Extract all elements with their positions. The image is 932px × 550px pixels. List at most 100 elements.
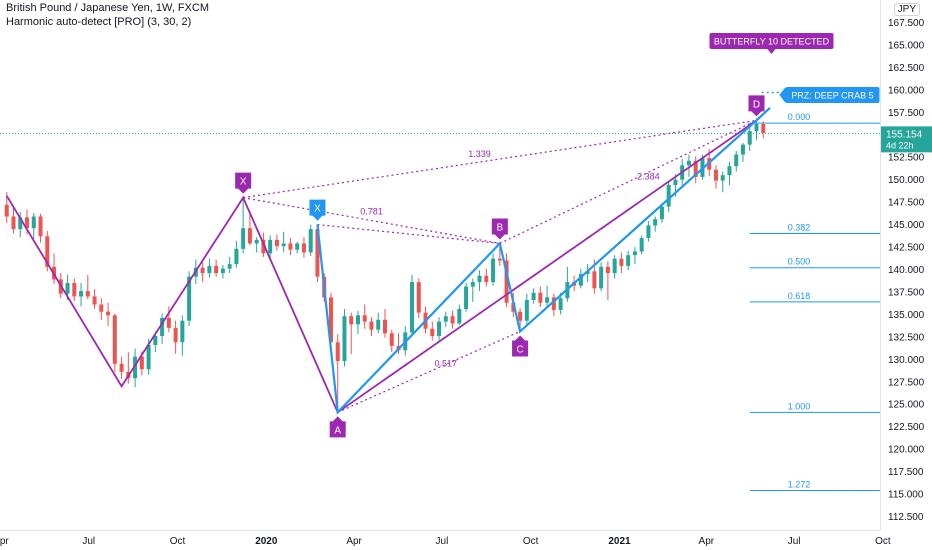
candle-body bbox=[457, 309, 462, 324]
candle-body bbox=[261, 239, 266, 254]
blue-x-marker-label: X bbox=[314, 204, 321, 215]
candle-body bbox=[65, 282, 70, 294]
y-tick-label: 115.000 bbox=[888, 490, 924, 501]
candle-body bbox=[187, 276, 192, 321]
candle-body bbox=[430, 328, 435, 336]
y-tick-label: 150.000 bbox=[888, 175, 925, 186]
candle-body bbox=[727, 166, 732, 176]
candle-body bbox=[200, 267, 205, 274]
candle-body bbox=[349, 316, 354, 325]
candle-body bbox=[659, 206, 664, 220]
candle-body bbox=[605, 266, 610, 274]
candle-body bbox=[383, 319, 387, 334]
candle-body bbox=[497, 258, 502, 261]
candle-body bbox=[153, 335, 158, 345]
candle-body bbox=[464, 286, 469, 310]
fib-level-label: 0.000 bbox=[788, 112, 811, 122]
x-tick-label: Jul bbox=[436, 536, 449, 547]
candle-body bbox=[241, 228, 246, 249]
candle-body bbox=[545, 297, 550, 303]
candle-body bbox=[450, 316, 455, 324]
blue-x-marker: X bbox=[309, 199, 326, 221]
detected-label-pointer bbox=[767, 49, 776, 54]
y-tick-label: 142.500 bbox=[888, 243, 925, 254]
candle-body bbox=[585, 271, 590, 274]
candle-body bbox=[301, 243, 306, 253]
point-b-marker: B bbox=[491, 218, 508, 240]
candle-body bbox=[342, 316, 347, 362]
ratio-line bbox=[243, 197, 500, 245]
candle-body bbox=[477, 275, 482, 283]
candle-body bbox=[416, 282, 421, 313]
candle-body bbox=[437, 321, 442, 336]
candle-body bbox=[106, 311, 111, 316]
candle-body bbox=[592, 271, 597, 289]
y-tick-label: 117.500 bbox=[888, 467, 924, 478]
candle-body bbox=[38, 216, 43, 237]
candle-body bbox=[160, 318, 165, 336]
x-tick-label: Jul bbox=[82, 536, 95, 547]
candle-body bbox=[470, 282, 475, 287]
candle-body bbox=[166, 318, 171, 328]
candle-body bbox=[335, 342, 340, 362]
point-a-marker: A bbox=[329, 416, 346, 438]
point-d-marker-label: D bbox=[753, 99, 760, 110]
x-tick-label: Jul bbox=[788, 536, 801, 547]
candle-body bbox=[558, 298, 563, 310]
fib-level-label: 0.382 bbox=[788, 223, 811, 233]
candle-body bbox=[18, 217, 23, 230]
ratio-line bbox=[499, 119, 757, 244]
y-tick-label: 152.500 bbox=[888, 153, 925, 164]
point-a-marker-shape bbox=[329, 416, 346, 438]
point-c-marker: C bbox=[512, 335, 529, 357]
candle-body bbox=[619, 258, 624, 266]
candle-body bbox=[410, 282, 415, 333]
candle-body bbox=[45, 236, 50, 267]
candle-body bbox=[686, 160, 691, 166]
candle-body bbox=[734, 154, 739, 167]
point-a-marker-label: A bbox=[334, 425, 341, 436]
ratio-line bbox=[243, 119, 757, 199]
point-d-marker: D bbox=[748, 95, 765, 117]
y-tick-label: 127.500 bbox=[888, 377, 925, 388]
y-tick-label: 112.500 bbox=[888, 512, 924, 523]
y-tick-label: 137.500 bbox=[888, 287, 925, 298]
ratio-label: 0.781 bbox=[360, 207, 383, 217]
candle-body bbox=[504, 260, 509, 303]
blue-x-marker-shape bbox=[309, 199, 326, 221]
x-tick-label: 2021 bbox=[608, 536, 631, 547]
candle-body bbox=[632, 251, 637, 256]
ratio-label: 2.384 bbox=[637, 172, 660, 182]
candle-body bbox=[491, 258, 496, 283]
candle-body bbox=[207, 265, 212, 274]
candle-body bbox=[247, 228, 252, 244]
symbol-title: British Pound / Japanese Yen, 1W, FXCM bbox=[6, 2, 210, 14]
candle-body bbox=[524, 300, 529, 321]
candle-body bbox=[146, 344, 151, 370]
candle-body bbox=[693, 160, 698, 177]
candle-body bbox=[214, 265, 219, 274]
detected-label: BUTTERFLY 10 DETECTED bbox=[709, 33, 834, 54]
currency-badge[interactable]: JPY bbox=[893, 3, 920, 16]
candle-body bbox=[139, 356, 144, 370]
candle-body bbox=[673, 179, 678, 186]
candle-body bbox=[133, 356, 138, 379]
candle-body bbox=[227, 264, 232, 269]
point-d-marker-shape bbox=[748, 95, 765, 117]
candle-body bbox=[355, 315, 360, 325]
prz-label-pointer bbox=[779, 87, 786, 103]
candle-body bbox=[666, 185, 671, 207]
candle-body bbox=[484, 275, 489, 283]
point-c-marker-label: C bbox=[516, 344, 523, 355]
fib-level-label: 0.500 bbox=[788, 257, 811, 267]
fib-level-label: 1.000 bbox=[788, 401, 811, 411]
candle-body bbox=[11, 216, 16, 230]
candle-body bbox=[389, 333, 394, 346]
candle-body bbox=[443, 316, 448, 322]
candle-body bbox=[268, 239, 273, 254]
butterfly-pattern-legs bbox=[316, 106, 771, 415]
candle-body bbox=[315, 229, 320, 277]
point-c-marker-shape bbox=[512, 335, 529, 357]
